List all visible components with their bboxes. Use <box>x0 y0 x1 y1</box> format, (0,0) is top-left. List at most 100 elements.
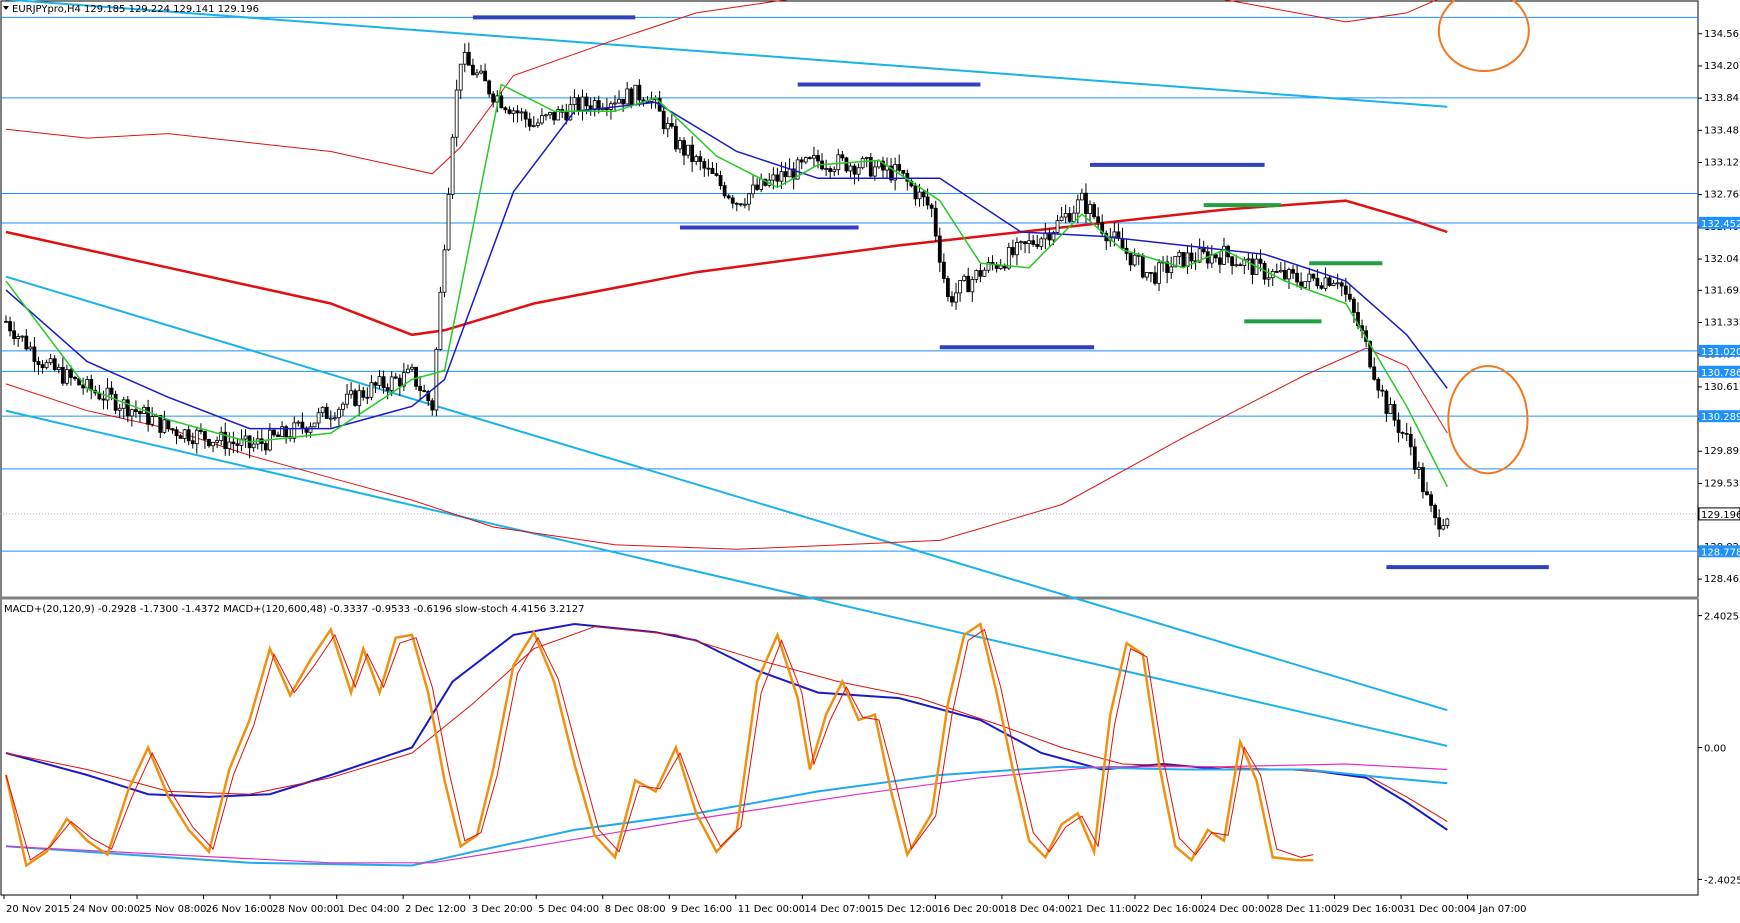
candle-body <box>207 439 211 447</box>
candle-body <box>1120 238 1125 249</box>
candle-body <box>117 407 122 411</box>
price-tick-label: 134.567 <box>1704 29 1740 40</box>
candle-body <box>523 111 528 120</box>
candle-body <box>544 114 548 117</box>
candle-body <box>446 193 451 251</box>
candle-body <box>44 362 49 369</box>
candle-body <box>48 358 53 364</box>
candle-body <box>20 335 25 338</box>
candle-body <box>219 431 224 441</box>
candle-body <box>89 379 94 391</box>
candle-body <box>406 368 410 374</box>
candle-body <box>308 426 313 433</box>
candle-body <box>487 80 492 95</box>
time-tick-label: 24 Dec 00:00 <box>1203 904 1270 915</box>
main-pane-frame <box>0 0 1699 598</box>
candle-body <box>60 366 65 384</box>
indicator-pane-frame <box>0 598 1699 896</box>
candle-body <box>540 115 544 124</box>
candle-body <box>690 144 695 162</box>
candle-body <box>1339 282 1344 287</box>
candle-body <box>158 415 163 433</box>
candle-body <box>783 171 788 178</box>
candle-body <box>1376 378 1381 391</box>
candle-body <box>174 429 179 437</box>
candle-body <box>470 64 475 76</box>
price-tick-label: 133.487 <box>1704 125 1740 136</box>
candle-body <box>1445 518 1450 527</box>
candle-body <box>450 136 455 195</box>
candle-body <box>284 426 289 438</box>
time-tick-label: 2 Dec 12:00 <box>405 904 466 915</box>
candle-body <box>1132 254 1137 266</box>
candle-body <box>1356 312 1360 327</box>
time-tick-label: 9 Dec 16:00 <box>671 904 732 915</box>
candle-body <box>345 393 349 405</box>
candle-body <box>1144 272 1149 278</box>
candle-body <box>872 166 877 177</box>
candle-body <box>316 412 321 424</box>
candle-body <box>422 390 427 392</box>
candle-body <box>1258 258 1263 264</box>
candle-body <box>1165 261 1170 273</box>
candle-body <box>1368 341 1373 368</box>
trendline <box>5 275 1448 712</box>
candle-body <box>937 235 942 263</box>
time-axis: 20 Nov 2015 24 Nov 00:00 25 Nov 08:00 26 No… <box>3 895 1527 915</box>
candle-body <box>349 390 354 395</box>
candle-body <box>799 159 804 163</box>
candle-body <box>1092 204 1096 218</box>
candle-body <box>357 390 362 406</box>
candle-body <box>272 429 276 436</box>
candle-body <box>109 387 114 395</box>
price-label-box <box>1699 410 1740 423</box>
candle-body <box>231 441 236 445</box>
candle-body <box>633 84 638 106</box>
candle-body <box>1213 254 1218 259</box>
candle-body <box>1112 231 1117 238</box>
candle-body <box>466 51 471 66</box>
candle-body <box>617 98 621 104</box>
price-tick-label: 134.207 <box>1704 61 1740 72</box>
indicator-header: MACD+(20,120,9) -0.2928 -1.7300 -1.4372 … <box>4 604 584 615</box>
candle-body <box>775 174 780 182</box>
price-tick-label: 131.697 <box>1704 285 1740 296</box>
candle-body <box>751 184 755 195</box>
candle-body <box>499 95 504 109</box>
candle-body <box>1392 404 1397 421</box>
price-label-text: 129.196 <box>1701 510 1740 521</box>
candle-body <box>1015 242 1019 256</box>
indicator-tick-label: 2.4025 <box>1704 612 1739 623</box>
candle-body <box>454 89 459 138</box>
price-axis: 134.567 134.207 133.847 133.487 133.127 132.7… <box>1698 29 1740 886</box>
header-arrow-icon <box>3 6 9 10</box>
candle-body <box>726 195 731 199</box>
stoch_red-line <box>5 628 1314 861</box>
candle-body <box>105 387 110 401</box>
candle-body <box>816 155 820 162</box>
candle-body <box>138 411 142 414</box>
candle-body <box>381 376 386 389</box>
candle-body <box>1023 241 1027 245</box>
candle-body <box>584 96 589 107</box>
candle-body <box>1100 222 1105 234</box>
time-tick-label: 3 Dec 20:00 <box>472 904 533 915</box>
candle-body <box>1140 255 1145 278</box>
candle-body <box>134 409 138 413</box>
candle-body <box>369 382 374 398</box>
candle-body <box>678 140 682 150</box>
price-label-box <box>1699 216 1740 229</box>
candle-body <box>1421 467 1425 493</box>
candle-body <box>125 399 130 417</box>
candle-body <box>1327 277 1332 286</box>
candle-body <box>682 140 686 156</box>
candle-body <box>1055 220 1060 233</box>
candle-body <box>1343 285 1348 295</box>
candle-body <box>410 366 414 370</box>
price-tick-label: 133.847 <box>1704 93 1740 104</box>
candle-body <box>604 108 609 110</box>
candle-body <box>101 398 106 401</box>
price-label-box <box>1698 507 1740 521</box>
candle-body <box>1019 241 1023 244</box>
time-tick-label: 29 Dec 16:00 <box>1337 904 1404 915</box>
